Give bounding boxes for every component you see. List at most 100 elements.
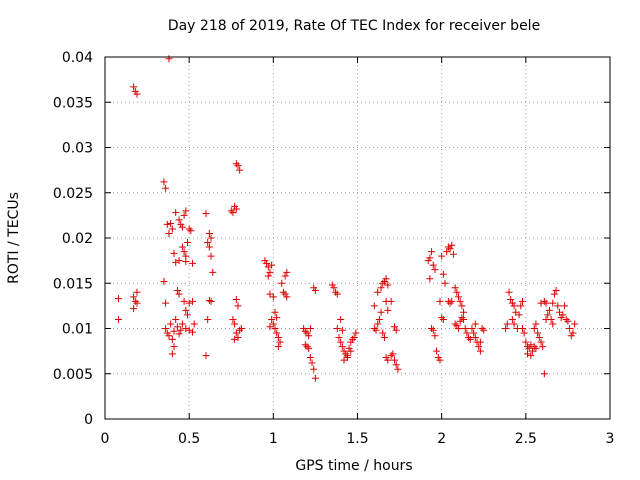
x-tick-label: 0.5 bbox=[178, 431, 200, 447]
data-point bbox=[534, 329, 542, 337]
data-point bbox=[332, 288, 340, 296]
data-point bbox=[264, 272, 272, 280]
data-point bbox=[566, 325, 574, 332]
data-point bbox=[330, 284, 338, 292]
data-point bbox=[476, 338, 484, 346]
data-point bbox=[347, 347, 355, 355]
data-point bbox=[170, 343, 178, 351]
data-point bbox=[451, 320, 459, 328]
data-point bbox=[468, 325, 476, 332]
data-point bbox=[168, 225, 176, 233]
data-point bbox=[384, 281, 392, 289]
data-point bbox=[175, 216, 183, 224]
data-point bbox=[449, 250, 457, 258]
data-point bbox=[303, 343, 311, 351]
data-point bbox=[448, 297, 456, 305]
data-point bbox=[269, 293, 277, 301]
data-point bbox=[162, 184, 170, 192]
y-tick-label: 0.01 bbox=[62, 322, 93, 338]
data-point bbox=[524, 350, 532, 358]
data-point bbox=[520, 329, 528, 337]
data-point bbox=[515, 311, 523, 319]
data-point bbox=[168, 350, 176, 358]
y-tick-label: 0.025 bbox=[53, 186, 93, 202]
data-point bbox=[190, 320, 198, 328]
data-point bbox=[268, 315, 276, 323]
data-point bbox=[207, 252, 215, 260]
data-point bbox=[561, 302, 569, 310]
y-tick-label: 0.035 bbox=[53, 95, 93, 111]
data-point bbox=[333, 290, 341, 298]
data-point bbox=[187, 227, 195, 235]
data-point bbox=[350, 334, 358, 342]
data-point bbox=[564, 317, 572, 325]
data-point bbox=[352, 329, 360, 337]
data-point bbox=[165, 229, 173, 237]
data-point bbox=[204, 239, 212, 247]
data-point bbox=[428, 325, 436, 332]
data-point bbox=[544, 311, 552, 319]
data-point bbox=[460, 308, 468, 316]
data-point bbox=[189, 259, 197, 267]
y-tick-label: 0.005 bbox=[53, 367, 93, 383]
data-point bbox=[458, 314, 466, 322]
data-point bbox=[167, 220, 175, 228]
data-point bbox=[308, 359, 316, 367]
y-axis-label: ROTI / TECUs bbox=[6, 192, 22, 284]
data-point bbox=[232, 205, 240, 213]
data-point bbox=[537, 299, 545, 307]
x-tick-label: 0 bbox=[101, 431, 110, 447]
data-point bbox=[185, 225, 193, 233]
data-points bbox=[114, 55, 579, 382]
data-point bbox=[133, 299, 141, 307]
data-point bbox=[448, 241, 456, 249]
data-point bbox=[185, 299, 193, 307]
data-point bbox=[237, 325, 245, 332]
data-point bbox=[263, 259, 271, 267]
data-point bbox=[333, 325, 341, 332]
data-point bbox=[271, 308, 279, 316]
data-point bbox=[173, 323, 181, 331]
x-axis-label: GPS time / hours bbox=[295, 458, 412, 474]
data-point bbox=[185, 326, 193, 334]
data-point bbox=[455, 325, 462, 332]
data-point bbox=[547, 315, 555, 323]
y-tick-label: 0 bbox=[84, 412, 93, 428]
data-point bbox=[549, 299, 557, 307]
data-point bbox=[374, 320, 382, 328]
data-point bbox=[476, 347, 484, 355]
data-point bbox=[510, 302, 518, 310]
data-point bbox=[264, 263, 272, 271]
data-point bbox=[527, 352, 535, 360]
data-point bbox=[540, 370, 548, 378]
data-point bbox=[539, 343, 547, 351]
data-point bbox=[205, 243, 213, 251]
data-point bbox=[428, 248, 436, 256]
data-point bbox=[279, 288, 287, 296]
x-tick-label: 1.5 bbox=[346, 431, 368, 447]
data-point bbox=[505, 288, 513, 296]
data-point bbox=[377, 308, 385, 316]
data-point bbox=[527, 341, 535, 349]
x-tick-label: 2.5 bbox=[515, 431, 537, 447]
data-point bbox=[177, 326, 185, 334]
data-point bbox=[392, 326, 400, 334]
data-point bbox=[310, 365, 318, 373]
data-point bbox=[517, 302, 525, 310]
data-point bbox=[507, 296, 515, 304]
data-point bbox=[162, 299, 170, 307]
y-tick-labels: 0 0.005 0.01 0.015 0.02 0.025 0.03 0.035 0.04 bbox=[53, 50, 93, 428]
data-point bbox=[189, 297, 197, 305]
data-point bbox=[283, 293, 291, 301]
data-point bbox=[392, 361, 400, 369]
data-point bbox=[374, 288, 382, 296]
data-point bbox=[532, 320, 540, 328]
data-point bbox=[436, 356, 444, 364]
x-tick-label: 1 bbox=[269, 431, 278, 447]
data-point bbox=[338, 343, 346, 351]
data-point bbox=[348, 335, 356, 343]
data-point bbox=[202, 210, 210, 218]
data-point bbox=[455, 293, 462, 301]
data-point bbox=[165, 332, 173, 340]
data-point bbox=[370, 325, 378, 332]
